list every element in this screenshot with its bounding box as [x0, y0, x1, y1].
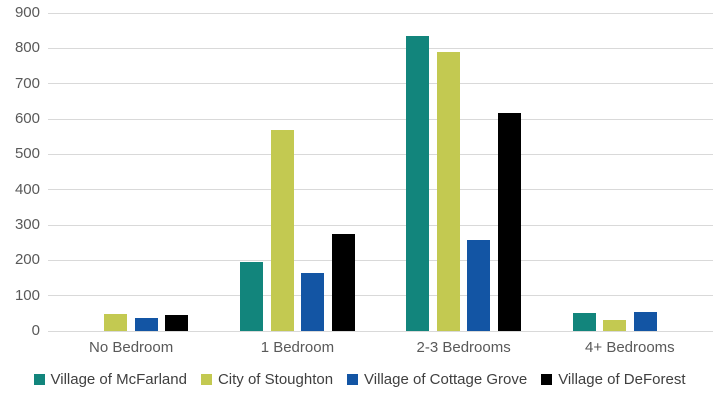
gridline — [48, 295, 713, 297]
gridline — [48, 47, 713, 49]
plot-area — [48, 12, 713, 332]
bar — [467, 240, 491, 331]
bar — [240, 262, 264, 331]
gridline — [48, 330, 713, 332]
x-axis-category-label: 4+ Bedrooms — [585, 339, 675, 356]
x-axis-category-label: No Bedroom — [89, 339, 174, 356]
legend-label: Village of McFarland — [50, 371, 187, 388]
legend-label: Village of Cottage Grove — [364, 371, 528, 388]
bar — [633, 311, 657, 331]
legend-item: City of Stoughton — [200, 371, 334, 388]
bar — [134, 317, 158, 331]
bar — [603, 320, 627, 331]
x-axis-category-label: 1 Bedroom — [260, 339, 335, 356]
legend-swatch-icon — [347, 374, 359, 385]
bar — [572, 313, 596, 331]
bar — [497, 112, 521, 331]
bar — [270, 130, 294, 331]
bar — [436, 51, 460, 331]
legend-swatch-icon — [541, 374, 553, 385]
x-axis-category-label: 2-3 Bedrooms — [416, 339, 511, 356]
bar — [301, 272, 325, 331]
legend-swatch-icon — [200, 374, 212, 385]
y-axis-tick-label: 500 — [14, 145, 40, 163]
gridline — [48, 153, 713, 155]
legend-item: Village of Cottage Grove — [347, 371, 527, 388]
legend-label: Village of DeForest — [558, 371, 686, 388]
gridline — [48, 118, 713, 120]
gridline — [48, 224, 713, 226]
bar — [331, 234, 355, 331]
y-axis-tick-label: 200 — [14, 251, 40, 269]
legend-item: Village of McFarland — [33, 371, 187, 388]
y-axis-tick-label: 800 — [14, 39, 40, 57]
y-axis-tick-label: 700 — [14, 74, 40, 92]
gridline — [48, 12, 713, 14]
y-axis-tick-label: 100 — [14, 286, 40, 304]
bar — [406, 35, 430, 331]
bar — [165, 314, 189, 331]
legend-item: Village of DeForest — [541, 371, 686, 388]
gridline — [48, 83, 713, 85]
y-axis-tick-label: 300 — [14, 216, 40, 233]
y-axis-tick-label: 600 — [14, 110, 40, 127]
gridline — [48, 259, 713, 261]
y-axis-tick-label: 400 — [14, 180, 40, 198]
legend-swatch-icon — [33, 374, 45, 385]
y-axis-tick-label: 900 — [14, 4, 40, 21]
bar — [104, 314, 128, 331]
legend: Village of McFarland City of Stoughton Vil… — [0, 371, 719, 388]
y-axis-tick-label: 0 — [31, 322, 40, 339]
gridline — [48, 189, 713, 191]
legend-label: City of Stoughton — [217, 371, 334, 388]
